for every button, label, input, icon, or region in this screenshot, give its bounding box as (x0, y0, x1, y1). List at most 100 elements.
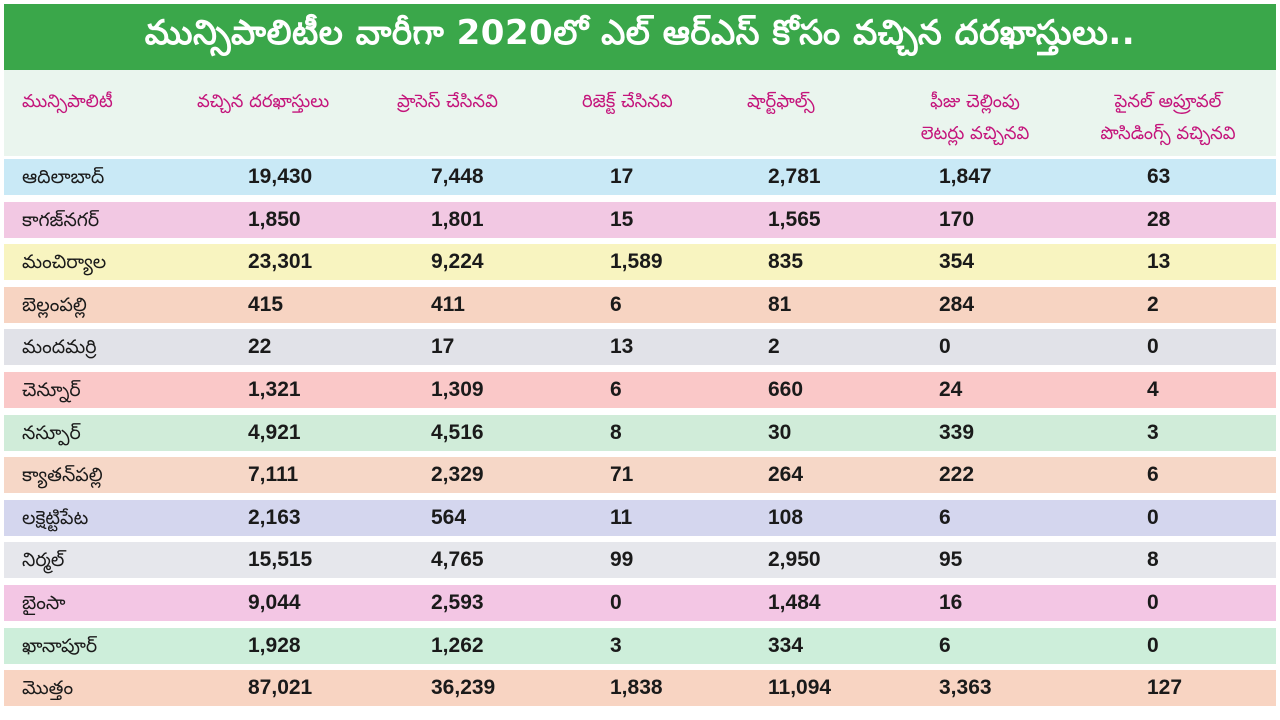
value-cell: 99 (610, 548, 634, 571)
value-cell: 4,765 (431, 548, 484, 571)
municipality-name: ఆదిలాబాద్ (22, 166, 105, 188)
municipality-name: బెల్లంపల్లి (22, 294, 87, 316)
value-cell: 9,044 (248, 591, 301, 614)
value-cell: 660 (768, 378, 804, 401)
municipality-name: ఖానాపూర్ (22, 635, 98, 657)
value-cell: 9,224 (431, 250, 484, 273)
value-cell: 0 (610, 591, 622, 614)
value-cell: 22 (248, 335, 272, 358)
value-cell: 6 (939, 506, 951, 529)
header-municipality-line: మున్సిపాలిటీ (22, 91, 113, 112)
value-cell: 11,094 (768, 676, 832, 699)
value-cell: 334 (768, 634, 804, 657)
value-cell: 1,309 (431, 378, 484, 401)
header-shortfalls-line: షార్ట్‌ఫాల్స్ (747, 91, 815, 112)
value-cell: 6 (610, 378, 622, 401)
table-row: నిర్మల్ 15,515 4,765 99 2,950 95 8 (4, 542, 1276, 578)
header-processed-line: ప్రాసెస్ చేసినవి (397, 91, 498, 112)
value-cell: 6 (610, 293, 622, 316)
value-cell: 16 (939, 591, 963, 614)
value-cell: 30 (768, 421, 792, 444)
header-final-approval: పైనల్ అప్రూవల్ పొసిడింగ్స్ వచ్చినవి (1078, 86, 1258, 150)
value-cell: 8 (610, 421, 622, 444)
value-cell: 4,921 (248, 421, 301, 444)
value-cell: 284 (939, 293, 975, 316)
value-cell: 3,363 (939, 676, 992, 699)
municipality-name: చెన్నూర్ (22, 379, 81, 401)
table-row: క్యాతన్‌పల్లి 7,111 2,329 71 264 222 6 (4, 457, 1276, 493)
municipality-name: బైంసా (22, 592, 66, 614)
value-cell: 23,301 (248, 250, 313, 273)
value-cell: 6 (939, 634, 951, 657)
table-row: ఆదిలాబాద్ 19,430 7,448 17 2,781 1,847 63 (4, 159, 1276, 195)
value-cell: 1,838 (610, 676, 663, 699)
value-cell: 3 (1147, 421, 1159, 444)
header-received: వచ్చిన దరఖాస్తులు (197, 86, 329, 118)
value-cell: 7,111 (248, 463, 299, 486)
table-row: బైంసా 9,044 2,593 0 1,484 16 0 (4, 585, 1276, 621)
header-rejected: రిజెక్ట్ చేసినవి (582, 86, 673, 118)
table-row: బెల్లంపల్లి 415 411 6 81 284 2 (4, 287, 1276, 323)
value-cell: 2,950 (768, 548, 821, 571)
header-fee-letters: ఫీజు చెల్లింపు లెటర్లు వచ్చినవి (890, 86, 1060, 150)
value-cell: 354 (939, 250, 975, 273)
value-cell: 2,781 (768, 165, 821, 188)
total-row: మొత్తం 87,021 36,239 1,838 11,094 3,363 127 (4, 670, 1276, 706)
header-band (4, 70, 1276, 156)
value-cell: 3 (610, 634, 622, 657)
value-cell: 2,329 (431, 463, 484, 486)
value-cell: 1,847 (939, 165, 992, 188)
value-cell: 108 (768, 506, 804, 529)
value-cell: 15,515 (248, 548, 313, 571)
header-shortfalls: షార్ట్‌ఫాల్స్ (747, 86, 815, 118)
value-cell: 7,448 (431, 165, 484, 188)
table-title: మున్సిపాలిటీల వారీగా 2020లో ఎల్ ఆర్ఎస్ క… (4, 4, 1276, 70)
value-cell: 1,928 (248, 634, 301, 657)
value-cell: 28 (1147, 208, 1171, 231)
header-processed: ప్రాసెస్ చేసినవి (397, 86, 498, 118)
value-cell: 0 (1147, 634, 1159, 657)
header-final-approval-line: పొసిడింగ్స్ వచ్చినవి (1100, 123, 1236, 144)
municipality-name: లక్షెట్టిపేట (22, 507, 89, 529)
value-cell: 2 (768, 335, 780, 358)
value-cell: 564 (431, 506, 467, 529)
value-cell: 0 (1147, 335, 1159, 358)
value-cell: 19,430 (248, 165, 313, 188)
header-rejected-line: రిజెక్ట్ చేసినవి (582, 91, 673, 112)
municipality-name: నస్పూర్ (22, 422, 81, 444)
municipality-name: కాగజ్‌నగర్ (22, 209, 100, 231)
table-row: ఖానాపూర్ 1,928 1,262 3 334 6 0 (4, 628, 1276, 664)
value-cell: 170 (939, 208, 975, 231)
municipality-name: మందమర్రి (22, 336, 97, 358)
value-cell: 411 (431, 293, 465, 316)
value-cell: 264 (768, 463, 804, 486)
table-row: కాగజ్‌నగర్ 1,850 1,801 15 1,565 170 28 (4, 202, 1276, 238)
value-cell: 4,516 (431, 421, 484, 444)
value-cell: 0 (1147, 591, 1159, 614)
value-cell: 87,021 (248, 676, 313, 699)
value-cell: 2,163 (248, 506, 301, 529)
value-cell: 13 (1147, 250, 1171, 273)
value-cell: 6 (1147, 463, 1159, 486)
value-cell: 1,484 (768, 591, 821, 614)
table-row: లక్షెట్టిపేట 2,163 564 11 108 6 0 (4, 500, 1276, 536)
value-cell: 0 (1147, 506, 1159, 529)
header-received-line: వచ్చిన దరఖాస్తులు (197, 91, 330, 112)
value-cell: 63 (1147, 165, 1171, 188)
value-cell: 36,239 (431, 676, 496, 699)
value-cell: 4 (1147, 378, 1159, 401)
value-cell: 17 (610, 165, 634, 188)
value-cell: 339 (939, 421, 975, 444)
value-cell: 415 (248, 293, 284, 316)
municipality-name: మొత్తం (22, 677, 74, 699)
value-cell: 1,321 (248, 378, 301, 401)
value-cell: 24 (939, 378, 963, 401)
table-row: నస్పూర్ 4,921 4,516 8 30 339 3 (4, 415, 1276, 451)
municipality-name: మంచిర్యాల (22, 251, 107, 273)
value-cell: 8 (1147, 548, 1159, 571)
value-cell: 95 (939, 548, 963, 571)
value-cell: 1,801 (431, 208, 484, 231)
value-cell: 1,262 (431, 634, 484, 657)
value-cell: 222 (939, 463, 975, 486)
header-final-approval-line: పైనల్ అప్రూవల్ (1114, 91, 1222, 112)
